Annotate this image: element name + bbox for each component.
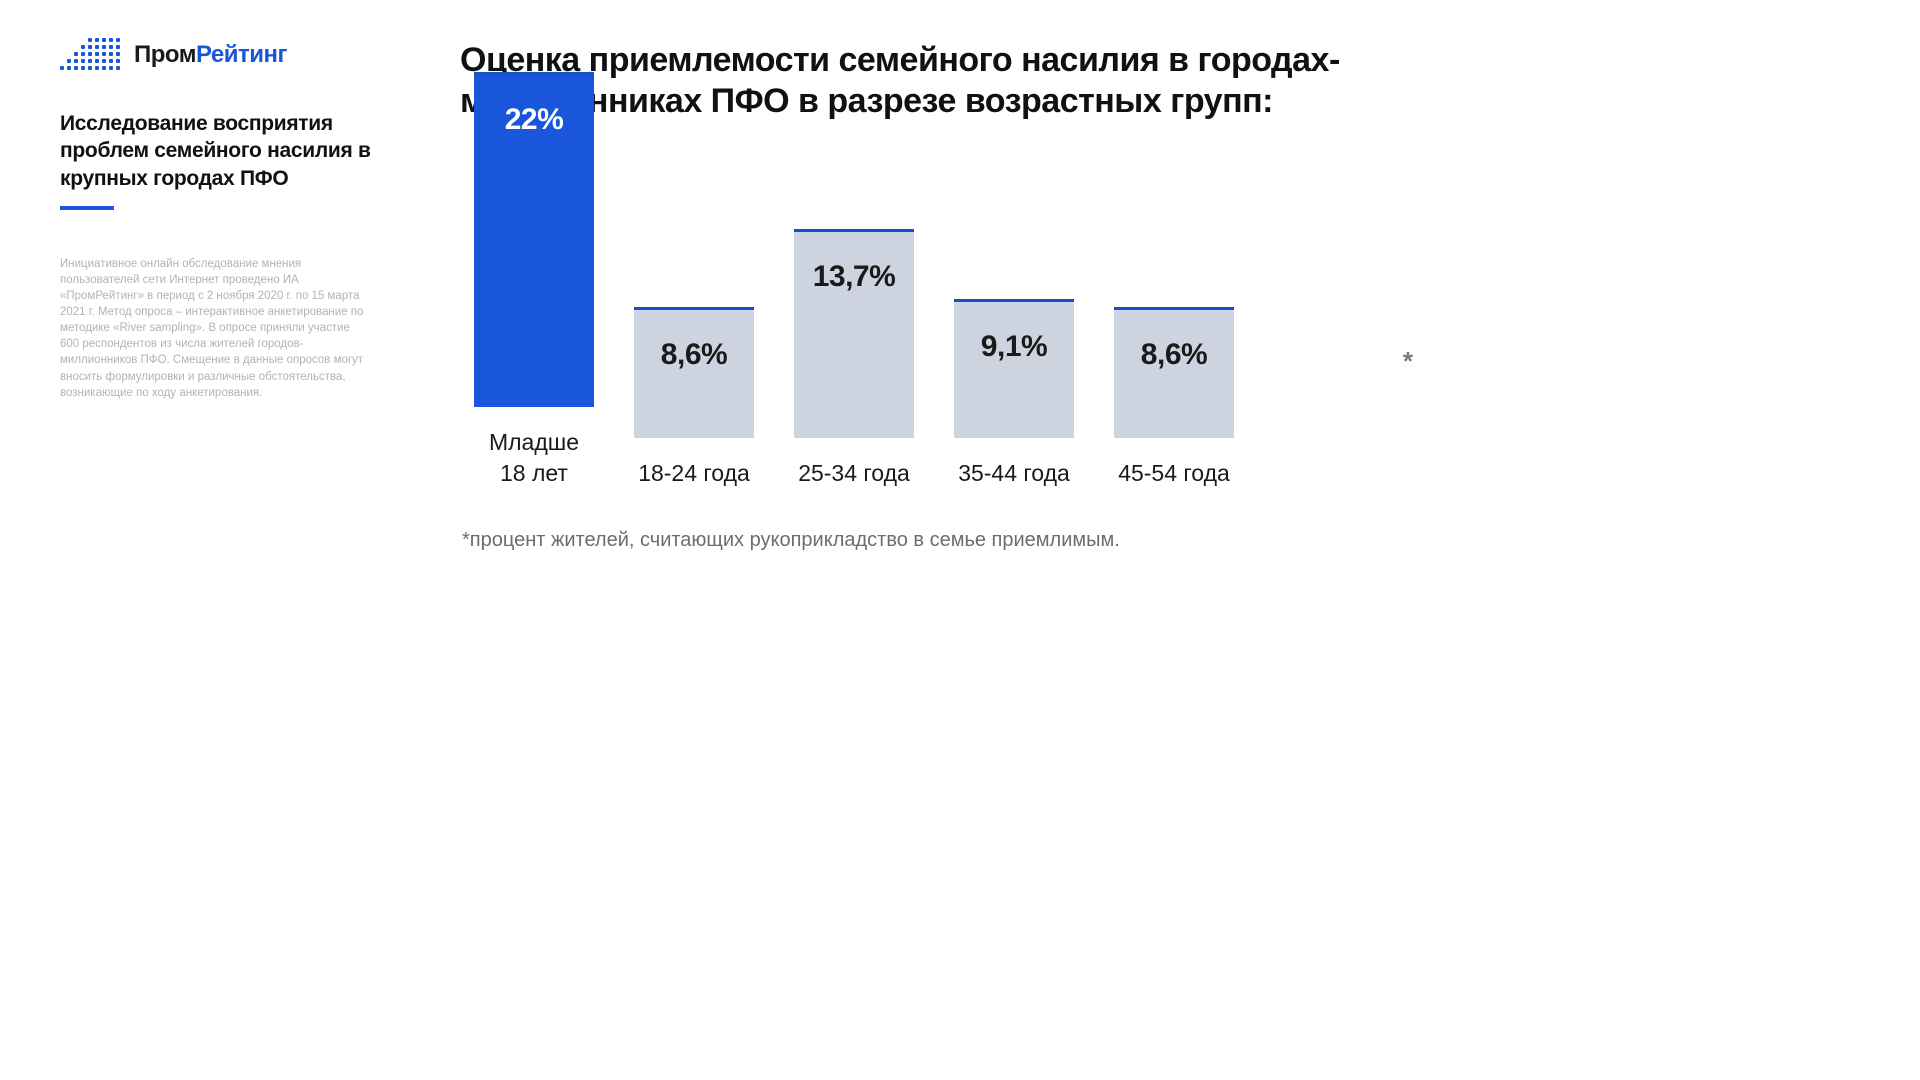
chart-wrap: 22%Младше 18 лет8,6%18-24 года13,7%25-34…	[460, 154, 1375, 489]
bar-value: 13,7%	[813, 260, 896, 294]
bar-col-1: 8,6% 18-24 года	[634, 103, 754, 489]
bar-value: 22%	[505, 103, 564, 137]
bar-col-0: 22% Младше 18 лет	[474, 72, 594, 489]
bar-chart: 22%Младше 18 лет8,6%18-24 года13,7%25-34…	[460, 154, 1375, 489]
bar-holder: 22%	[474, 72, 594, 407]
axis-label: 18-24 года	[638, 458, 750, 489]
page-root: ПромРейтинг Исследование восприятия проб…	[0, 0, 1455, 818]
logo: ПромРейтинг	[60, 40, 390, 70]
main: Оценка приемлемости семейного насилия в …	[430, 0, 1455, 818]
asterisk-mark: *	[1403, 346, 1413, 377]
bar-holder: 8,6%	[1114, 103, 1234, 438]
bar-col-2: 13,7% 25-34 года	[794, 103, 914, 489]
axis-label: Младше 18 лет	[474, 427, 594, 489]
logo-text-part1: Пром	[134, 41, 196, 68]
bar: 22%	[474, 72, 594, 407]
sidebar: ПромРейтинг Исследование восприятия проб…	[0, 0, 430, 818]
bar-holder: 13,7%	[794, 103, 914, 438]
subtitle-underline	[60, 206, 114, 210]
logo-text: ПромРейтинг	[134, 41, 287, 69]
sidebar-subtitle: Исследование восприятия проблем семейног…	[60, 110, 390, 192]
chart-footnote: *процент жителей, считающих рукоприкладс…	[460, 529, 1375, 552]
bar: 8,6%	[634, 307, 754, 438]
bar-col-4: 8,6% 45-54 года	[1114, 103, 1234, 489]
bar-value: 9,1%	[981, 330, 1047, 364]
axis-label: 25-34 года	[798, 458, 910, 489]
methodology-text: Инициативное онлайн обследование мнения …	[60, 256, 370, 401]
bar-holder: 9,1%	[954, 103, 1074, 438]
bar-value: 8,6%	[1141, 338, 1207, 372]
bar-holder: 8,6%	[634, 103, 754, 438]
logo-mark-icon	[60, 40, 120, 70]
axis-label: 45-54 года	[1118, 458, 1230, 489]
chart-title: Оценка приемлемости семейного насилия в …	[460, 40, 1375, 122]
bar: 9,1%	[954, 299, 1074, 438]
bar: 8,6%	[1114, 307, 1234, 438]
axis-label: 35-44 года	[958, 458, 1070, 489]
bar-col-3: 9,1% 35-44 года	[954, 103, 1074, 489]
bar: 13,7%	[794, 229, 914, 438]
bar-value: 8,6%	[661, 338, 727, 372]
logo-text-part2: Рейтинг	[196, 41, 287, 68]
